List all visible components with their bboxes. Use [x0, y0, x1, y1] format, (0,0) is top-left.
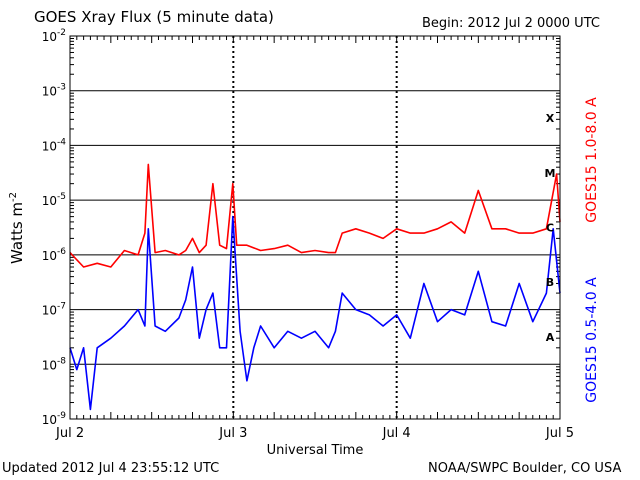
flare-class-label: M: [545, 167, 556, 180]
y-tick-label: 10-5: [42, 192, 66, 208]
x-tick-label: Jul 3: [218, 426, 247, 441]
legend-label-long: GOES15 1.0-8.0 A: [584, 97, 600, 223]
y-tick-mantissa: 10: [42, 304, 57, 318]
y-tick-mantissa: 10: [42, 358, 57, 372]
y-tick-exponent: -5: [57, 192, 66, 202]
y-tick-label: 10-3: [42, 83, 66, 99]
y-tick-label: 10-2: [42, 28, 66, 44]
y-tick-mantissa: 10: [42, 85, 57, 99]
y-tick-label: 10-9: [42, 411, 67, 427]
y-axis-title: Watts m-2: [8, 192, 26, 264]
flare-class-label: B: [546, 276, 554, 289]
flare-class-label: C: [546, 222, 554, 235]
y-tick-exponent: -6: [57, 247, 66, 257]
y-tick-exponent: -3: [57, 83, 66, 93]
y-tick-mantissa: 10: [42, 413, 57, 427]
flare-class-labels: A B C M X: [545, 112, 556, 344]
y-tick-labels: 10-910-810-710-610-510-410-310-2: [42, 28, 67, 427]
flare-class-label: X: [546, 112, 555, 125]
series-long-line: [69, 163, 561, 268]
y-axis-title-text: Watts m: [8, 202, 26, 264]
x-tick-labels: Jul 2 Jul 3 Jul 4 Jul 5: [55, 426, 574, 441]
credit-text: NOAA/SWPC Boulder, CO USA: [428, 461, 622, 476]
y-tick-exponent: -8: [57, 356, 66, 366]
begin-time: Begin: 2012 Jul 2 0000 UTC: [422, 16, 600, 31]
x-tick-label: Jul 4: [382, 426, 411, 441]
y-tick-mantissa: 10: [42, 139, 57, 153]
series-short-line: [69, 215, 561, 411]
y-tick-mantissa: 10: [42, 249, 57, 263]
y-tick-mantissa: 10: [42, 30, 57, 44]
x-axis-title: Universal Time: [267, 443, 364, 458]
y-tick-exponent: -7: [57, 302, 66, 312]
chart-title: GOES Xray Flux (5 minute data): [34, 8, 274, 26]
y-tick-label: 10-7: [42, 302, 66, 318]
flare-class-label: A: [546, 331, 555, 344]
legend-label-short: GOES15 0.5-4.0 A: [584, 277, 600, 403]
y-tick-exponent: -4: [57, 137, 66, 147]
x-tick-label: Jul 5: [545, 426, 574, 441]
plot-frame: [69, 35, 561, 420]
y-tick-label: 10-6: [42, 247, 67, 263]
y-axis-title-exponent: -2: [8, 192, 19, 202]
x-tick-label: Jul 2: [55, 426, 84, 441]
updated-time: Updated 2012 Jul 4 23:55:12 UTC: [2, 461, 220, 476]
y-tick-label: 10-4: [42, 137, 67, 153]
y-tick-exponent: -2: [57, 28, 66, 38]
y-tick-exponent: -9: [57, 411, 66, 421]
plot-area: [70, 36, 560, 419]
y-tick-mantissa: 10: [42, 194, 57, 208]
y-tick-label: 10-8: [42, 356, 67, 372]
series-layer: [69, 163, 561, 411]
